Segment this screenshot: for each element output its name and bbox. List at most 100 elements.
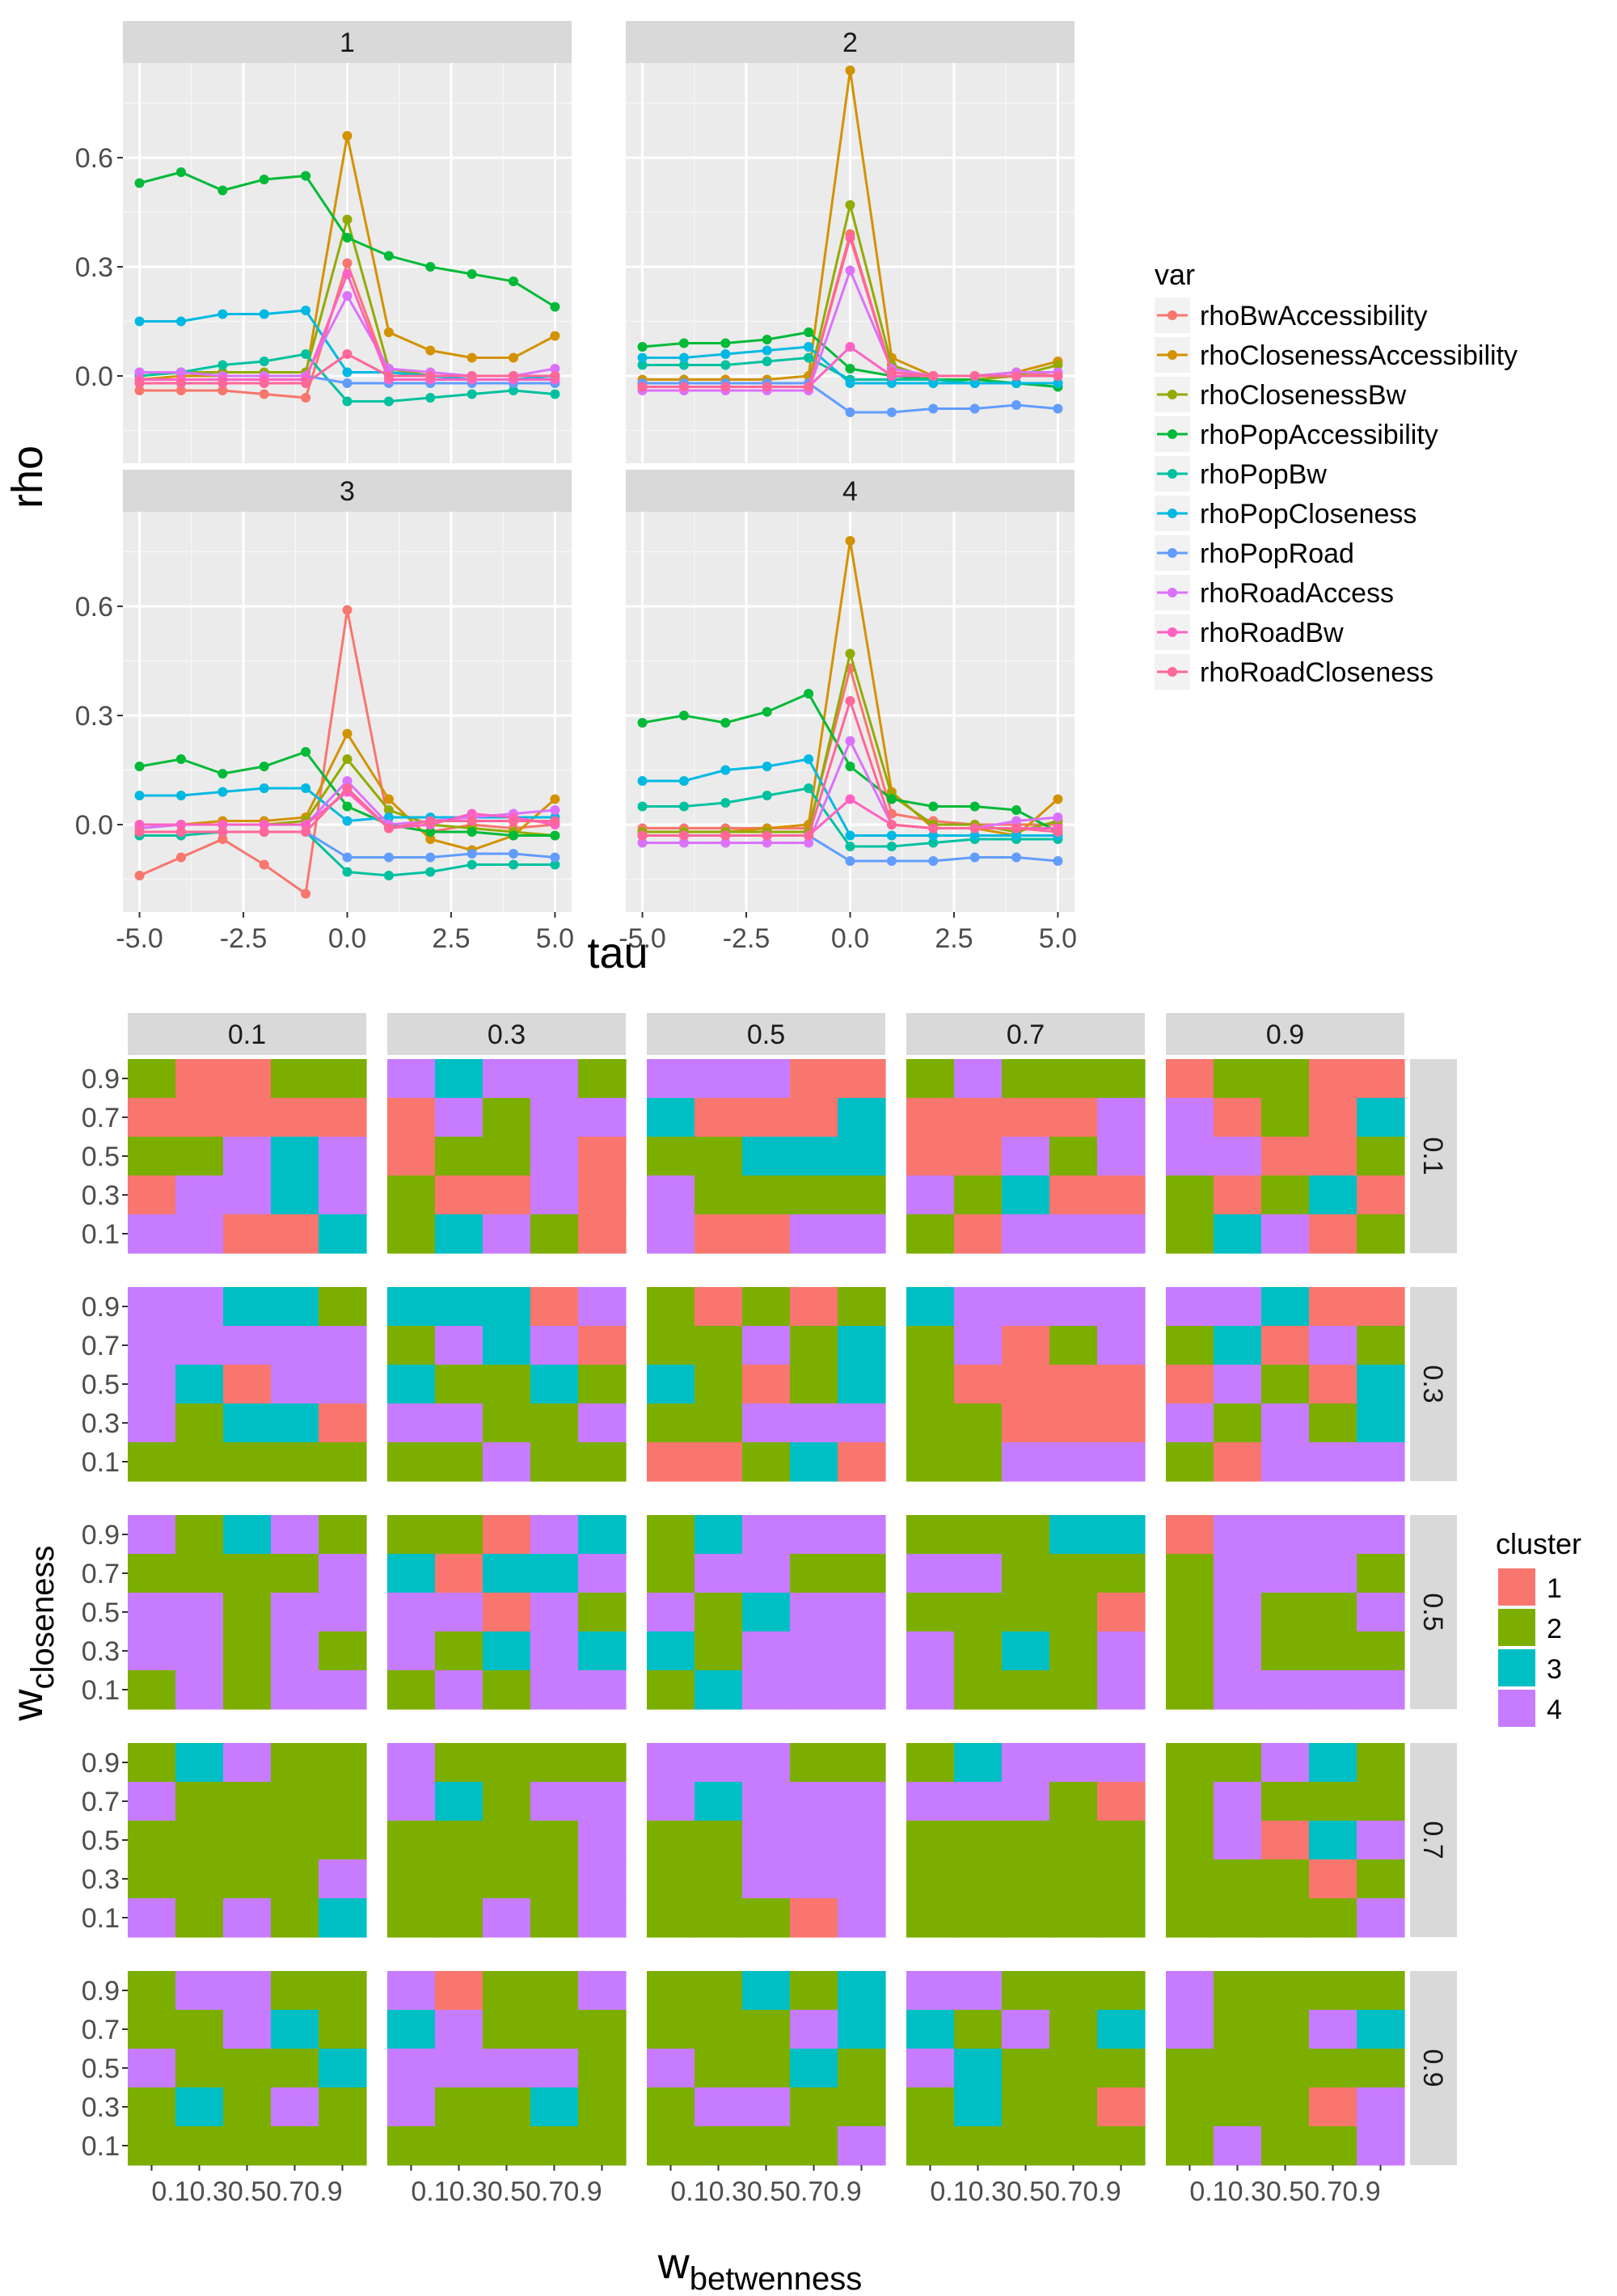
heat-cell	[838, 1670, 886, 1710]
heat-panel	[1166, 1743, 1405, 1938]
heat-cell	[647, 1515, 695, 1555]
heat-cell	[790, 1782, 838, 1821]
heat-cell	[1049, 1859, 1098, 1899]
heat-cell	[790, 1214, 838, 1254]
heat-cell	[319, 1059, 367, 1099]
heat-cell	[906, 1898, 955, 1938]
heat-cell	[647, 1782, 695, 1821]
heat-cell	[530, 2087, 579, 2127]
heat-cell	[1166, 1898, 1214, 1938]
heat-cell	[271, 1326, 319, 1365]
heat-cell	[838, 1554, 886, 1593]
heat-cell	[271, 1098, 319, 1137]
heat-cell	[742, 1137, 791, 1176]
col-strip	[1166, 1013, 1404, 1055]
heat-cell	[223, 1442, 272, 1482]
heat-cell	[1097, 2010, 1146, 2049]
heat-cell	[954, 1821, 1003, 1860]
heat-cell	[1049, 1821, 1098, 1860]
y-tick-label: 0.9	[82, 1976, 120, 2007]
heat-cell	[387, 1403, 436, 1443]
heat-cell	[387, 1971, 436, 2011]
data-point	[467, 859, 477, 870]
heat-cell	[271, 2087, 319, 2127]
heat-cell	[647, 1365, 695, 1404]
data-point	[509, 276, 519, 286]
heat-cell	[1166, 1971, 1214, 2011]
heat-panel	[387, 1971, 627, 2166]
heat-cell	[1309, 1554, 1357, 1593]
heat-cell	[128, 1214, 176, 1254]
heat-cell	[530, 1137, 579, 1176]
heat-cell	[1214, 1782, 1262, 1821]
heat-cell	[1261, 1859, 1310, 1899]
heat-cell	[1049, 1782, 1098, 1821]
data-point	[804, 689, 814, 699]
heat-cell	[1049, 1287, 1098, 1327]
heat-cell	[695, 1214, 743, 1254]
heat-cell	[1261, 2010, 1310, 2049]
heat-cell	[1309, 1175, 1357, 1215]
heat-cell	[906, 1743, 955, 1783]
heat-cell	[906, 2049, 955, 2088]
heat-cell	[695, 1365, 743, 1404]
heat-cell	[1002, 1403, 1050, 1443]
x-tick-label: 5.0	[536, 923, 574, 954]
heat-cell	[1097, 1743, 1146, 1783]
heat-cell	[271, 1515, 319, 1555]
heat-cell	[1309, 1365, 1357, 1404]
heat-cell	[483, 1403, 531, 1443]
heat-cell	[906, 1515, 955, 1555]
heat-cell	[1097, 1403, 1146, 1443]
legend-label: rhoClosenessAccessibility	[1200, 340, 1518, 371]
heat-cell	[695, 1898, 743, 1938]
data-point	[342, 801, 353, 812]
heat-cell	[695, 1137, 743, 1176]
data-point	[425, 867, 436, 877]
heat-cell	[1049, 1175, 1098, 1215]
data-point	[804, 382, 814, 392]
heat-cell	[435, 2010, 483, 2049]
heat-cell	[319, 1326, 367, 1365]
heat-cell	[319, 2049, 367, 2088]
heat-cell	[1049, 1403, 1098, 1443]
data-point	[637, 360, 648, 370]
heat-cell	[435, 1743, 483, 1783]
heat-cell	[1357, 1287, 1405, 1327]
heat-cell	[1097, 1287, 1146, 1327]
heat-cell	[578, 2010, 627, 2049]
legend-key-point	[1167, 469, 1177, 479]
heat-cell	[1097, 1098, 1146, 1137]
data-point	[383, 251, 394, 261]
heat-cell	[128, 1782, 176, 1821]
line-panel-1: 1 0.0 0.3 0.6	[75, 21, 572, 463]
heat-cell	[483, 1287, 531, 1327]
heat-cell	[435, 1326, 483, 1365]
heat-cell	[695, 1059, 743, 1099]
heat-cell	[695, 1554, 743, 1593]
heat-cell	[435, 1059, 483, 1099]
heat-cell	[1049, 1442, 1098, 1482]
heat-cell	[906, 2010, 955, 2049]
data-point	[804, 830, 814, 841]
heat-cell	[530, 1214, 579, 1254]
y-tick-label: 0.3	[82, 1864, 120, 1895]
legend-key-point	[1167, 627, 1177, 637]
heat-cell	[1309, 1098, 1357, 1137]
heat-cell	[319, 1442, 367, 1482]
heat-cell	[1166, 1859, 1214, 1899]
heat-cell	[1214, 2010, 1262, 2049]
x-tick-label: 0.10.30.50.70.9	[1189, 2176, 1380, 2207]
y-tick-label: 0.5	[82, 2053, 120, 2084]
heat-cell	[387, 1137, 436, 1176]
data-point	[217, 827, 228, 837]
heat-cell	[1166, 1326, 1214, 1365]
heat-cell	[1261, 1593, 1310, 1632]
y-tick-label: 0.3	[75, 252, 113, 283]
heat-cell	[223, 2010, 272, 2049]
heat-panel	[128, 1287, 367, 1482]
heat-cell	[838, 1175, 886, 1215]
heat-cell	[483, 2010, 531, 2049]
heat-cell	[1166, 1137, 1214, 1176]
row-strip-label: 0.9	[1417, 2049, 1448, 2087]
